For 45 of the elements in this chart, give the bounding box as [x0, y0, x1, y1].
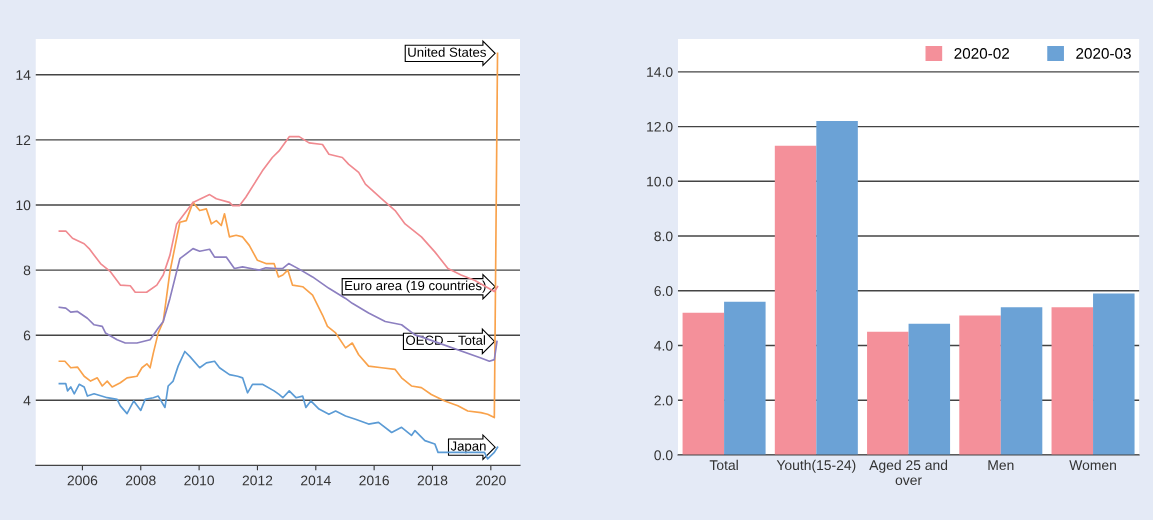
x-tick-label: Total [709, 459, 738, 471]
bar [1000, 307, 1043, 455]
bar [867, 331, 909, 455]
x-tick-label: 2008 [126, 475, 156, 486]
bar [908, 323, 951, 455]
y-tick-label: 14 [16, 70, 31, 80]
y-tick-label: 4 [23, 395, 31, 406]
legend-label: 2020-03 [1076, 48, 1131, 59]
bar [724, 301, 766, 455]
y-tick-label: 4.0 [654, 340, 673, 351]
y-tick-label: 8.0 [654, 231, 673, 242]
y-tick-label: 14.0 [647, 67, 673, 78]
bar [774, 145, 817, 455]
x-tick-label: 2006 [67, 475, 98, 486]
bar [959, 315, 1001, 455]
x-tick-label: 2020 [476, 475, 506, 486]
y-tick-label: 12 [16, 135, 31, 145]
y-tick-label: 10 [16, 200, 31, 211]
bar [682, 312, 725, 455]
y-tick-label: 8 [23, 265, 31, 276]
x-tick-label: 2014 [301, 475, 331, 486]
x-tick-label: 2012 [242, 475, 273, 486]
legend-label: 2020-02 [954, 48, 1010, 59]
line-series [58, 350, 499, 460]
x-tick-label: Men [988, 460, 1014, 471]
x-tick-label: Youth(15-24) [776, 459, 856, 473]
x-tick-label: 2010 [184, 475, 215, 486]
x-tick-label: 2018 [417, 475, 448, 486]
series-label: United States [408, 47, 486, 57]
bar [1051, 307, 1094, 455]
series-label: Euro area (19 countries) [345, 280, 486, 293]
x-tick-label: Aged 25 and over [869, 459, 948, 486]
bar [1093, 293, 1135, 455]
y-tick-label: 6 [23, 330, 31, 341]
y-tick-label: 0.0 [654, 450, 673, 461]
y-tick-label: 10.0 [647, 176, 673, 187]
bar [816, 121, 858, 455]
y-tick-label: 2.0 [654, 395, 673, 406]
y-tick-label: 12.0 [647, 121, 673, 132]
line-series [58, 247, 498, 363]
line-series [58, 135, 499, 294]
x-tick-label: Women [1069, 460, 1116, 471]
y-tick-label: 6.0 [654, 286, 673, 296]
x-tick-label: 2016 [359, 475, 389, 486]
series-label: Japan [450, 441, 486, 454]
